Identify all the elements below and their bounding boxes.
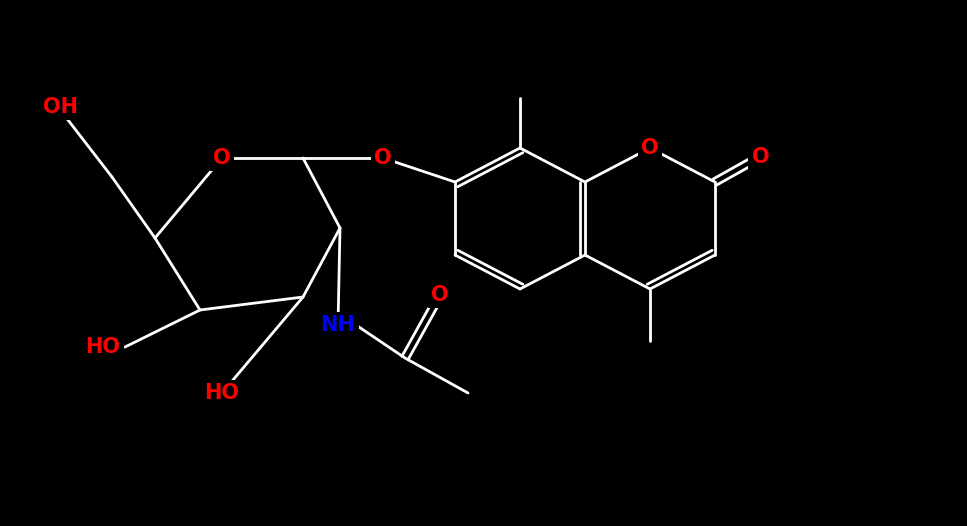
- Text: NH: NH: [321, 315, 356, 335]
- Text: HO: HO: [85, 337, 121, 357]
- Text: O: O: [431, 285, 449, 305]
- Text: O: O: [213, 148, 231, 168]
- Text: O: O: [751, 147, 769, 167]
- Text: OH: OH: [43, 97, 77, 117]
- Text: O: O: [641, 138, 659, 158]
- Text: HO: HO: [204, 383, 240, 403]
- Text: O: O: [374, 148, 392, 168]
